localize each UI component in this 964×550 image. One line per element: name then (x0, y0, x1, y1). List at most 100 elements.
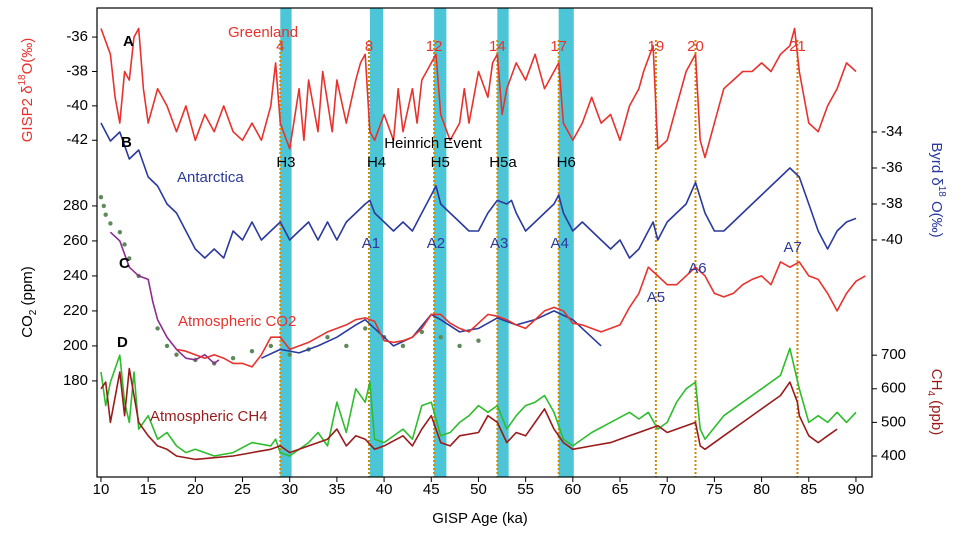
series-line (261, 310, 602, 359)
y-axis-label-part: (ppb) (928, 396, 945, 435)
x-tick-label: 20 (187, 481, 204, 498)
y-tick-label: 700 (881, 346, 906, 363)
background-layer (279, 8, 799, 477)
series-line (109, 231, 220, 365)
y-axis-label-part: O(‰) (19, 38, 36, 75)
x-tick-label: 35 (329, 481, 346, 498)
heinrich-label: H3 (276, 154, 295, 171)
heinrich-label: H5a (489, 154, 517, 171)
y-tick-label: 240 (63, 267, 88, 284)
x-tick-label: 55 (517, 481, 534, 498)
do-event-label: 8 (365, 38, 373, 55)
x-tick-label: 65 (612, 481, 629, 498)
do-event-label: 20 (687, 38, 704, 55)
scatter-point (268, 343, 274, 349)
scatter-point (476, 338, 481, 343)
y-tick-label: 200 (63, 337, 88, 354)
y-tick-label: -38 (881, 195, 903, 212)
y-tick-label: 500 (881, 413, 906, 430)
scatter-point (103, 212, 108, 217)
do-event-label: 21 (789, 38, 806, 55)
x-tick-label: 80 (753, 481, 770, 498)
y-axis-label: CH4 (ppb) (925, 369, 945, 435)
y-tick-label: 280 (63, 197, 88, 214)
heinrich-band (558, 8, 574, 477)
series-line (100, 347, 857, 457)
scatter-point (122, 242, 127, 247)
y-tick-label: -36 (66, 28, 88, 45)
scatter-point (155, 326, 160, 331)
aim-event-label: A1 (362, 235, 380, 252)
aim-event-label: A6 (688, 260, 706, 277)
scatter-point (117, 229, 123, 235)
scatter-point (164, 343, 170, 349)
series-label: Atmospheric CO2 (178, 313, 296, 330)
x-tick-label: 50 (470, 481, 487, 498)
scatter-point (287, 352, 292, 357)
y-tick-label: -42 (66, 131, 88, 148)
scatter-point (457, 343, 462, 349)
y-axis-label: CO2 (ppm) (19, 266, 39, 337)
y-tick-label: -40 (881, 231, 903, 248)
y-axis-label-part: GISP2 δ (19, 86, 36, 143)
x-axis-label: GISP Age (ka) (432, 510, 528, 527)
series-label: Greenland (228, 24, 298, 41)
do-event-label: 14 (489, 38, 506, 55)
heinrich-title: Heinrich Event (384, 135, 482, 152)
y-tick-label: -36 (881, 159, 903, 176)
y-tick-label: 400 (881, 447, 906, 464)
y-axis-label-part: Byrd δ (928, 142, 945, 185)
y-axis-label-part: 4 (925, 390, 936, 396)
data-layer (98, 27, 866, 461)
x-tick-label: 70 (659, 481, 676, 498)
x-tick-label: 25 (234, 481, 251, 498)
scatter-point (363, 326, 368, 331)
y-tick-label: -40 (66, 97, 88, 114)
y-axis-label: GISP2 δ18O(‰) (17, 38, 36, 143)
x-tick-label: 15 (140, 481, 157, 498)
scatter-point (325, 334, 330, 340)
series-label: Antarctica (177, 169, 244, 186)
x-tick-label: 90 (848, 481, 865, 498)
panel-letter: C (119, 255, 130, 272)
scatter-point (98, 194, 104, 200)
aim-event-label: A2 (427, 235, 445, 252)
aim-event-label: A4 (550, 235, 568, 252)
x-tick-label: 30 (281, 481, 298, 498)
heinrich-band (280, 8, 292, 477)
do-event-label: 17 (550, 38, 567, 55)
x-tick-label: 75 (706, 481, 723, 498)
y-tick-label: 600 (881, 380, 906, 397)
panel-letter: D (117, 334, 128, 351)
scatter-point (230, 355, 236, 361)
series-label: Atmospheric CH4 (150, 408, 268, 425)
series-line (100, 122, 857, 259)
y-axis-label-part: (ppm) (19, 266, 36, 309)
heinrich-band (497, 8, 509, 477)
series-line (176, 261, 866, 368)
x-tick-label: 10 (93, 481, 110, 498)
scatter-point (344, 343, 349, 349)
panel-letter: A (123, 33, 134, 50)
heinrich-label: H6 (557, 154, 576, 171)
aim-event-label: A5 (647, 289, 665, 306)
scatter-point (101, 203, 106, 209)
scatter-point (419, 329, 425, 335)
x-tick-label: 60 (564, 481, 581, 498)
x-tick-label: 45 (423, 481, 440, 498)
scatter-point (108, 221, 113, 226)
y-tick-label: -38 (66, 62, 88, 79)
aim-event-label: A7 (784, 239, 802, 256)
do-event-label: 12 (426, 38, 443, 55)
scatter-point (438, 334, 443, 340)
heinrich-label: H4 (367, 154, 386, 171)
series-line (100, 27, 857, 159)
scatter-point (174, 352, 179, 357)
do-event-label: 4 (276, 38, 284, 55)
x-tick-label: 85 (800, 481, 817, 498)
do-event-label: 19 (648, 38, 665, 55)
y-axis-label-part: 2 (28, 309, 39, 315)
y-axis-label-part: 18 (936, 186, 947, 198)
scatter-point (249, 348, 255, 354)
